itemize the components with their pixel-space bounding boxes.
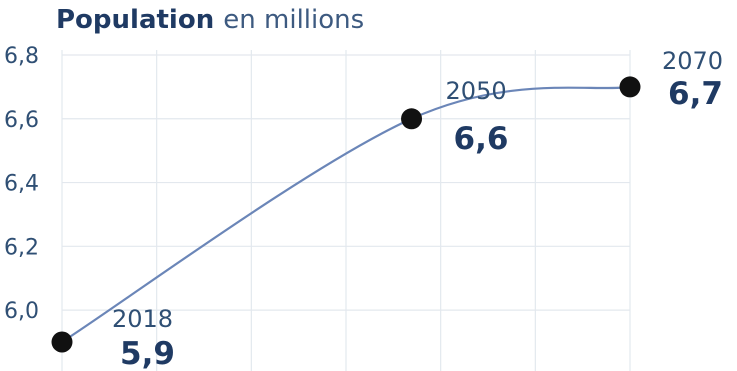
- y-axis-tick-labels: 6,0 6,2 6,4 6,6 6,8: [4, 44, 39, 324]
- y-tick-label: 6,8: [4, 44, 39, 69]
- data-point-markers: [51, 76, 641, 353]
- data-point: [51, 331, 73, 353]
- value-label: 5,9: [120, 336, 175, 371]
- y-tick-label: 6,2: [4, 235, 39, 260]
- chart-subtitle: en millions: [223, 5, 365, 35]
- data-point: [619, 76, 641, 98]
- data-point: [401, 108, 423, 130]
- population-line: [61, 85, 631, 343]
- grid-lines: [61, 50, 631, 371]
- y-tick-label: 6,0: [4, 299, 39, 324]
- chart-title-main: Population: [56, 5, 215, 35]
- year-label: 2070: [662, 47, 723, 75]
- value-label: 6,7: [668, 76, 723, 112]
- y-tick-label: 6,4: [4, 172, 39, 197]
- chart-title: Population en millions: [56, 4, 364, 36]
- year-label: 2018: [112, 305, 173, 333]
- y-tick-label: 6,6: [4, 108, 39, 133]
- year-label: 2050: [446, 77, 507, 105]
- value-label: 6,6: [454, 121, 509, 157]
